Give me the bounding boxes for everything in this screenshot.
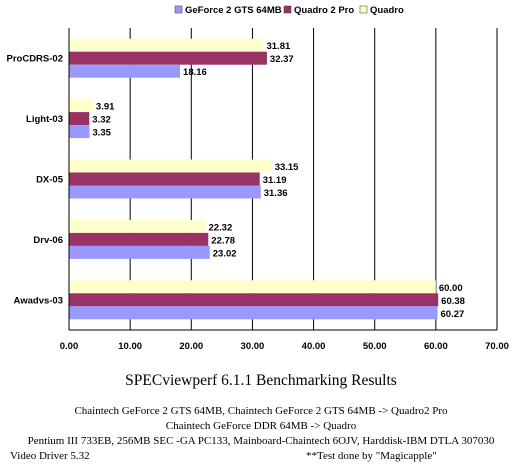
x-tick-label: 40.00 <box>302 341 326 352</box>
bar <box>69 172 260 186</box>
bar-value-label: 32.37 <box>270 54 294 65</box>
bar <box>69 99 93 113</box>
bar-value-label: 60.38 <box>441 296 465 307</box>
category-label: ProCDRS-02 <box>7 54 64 65</box>
x-tick-label: 20.00 <box>179 341 203 352</box>
bar-value-label: 22.32 <box>208 222 232 233</box>
legend-label: GeForce 2 GTS 64MB <box>185 5 282 16</box>
bar <box>69 112 90 126</box>
caption-line-cards: Chaintech GeForce 2 GTS 64MB, Chaintech … <box>74 405 448 417</box>
legend-swatch <box>359 5 368 14</box>
bar <box>69 64 181 78</box>
chart-caption-title: SPECviewperf 6.1.1 Benchmarking Results <box>125 372 397 389</box>
category-label: Light-03 <box>26 114 63 125</box>
bar <box>69 159 272 173</box>
bar-value-label: 31.36 <box>264 188 288 199</box>
x-tick-label: 50.00 <box>363 341 387 352</box>
bar <box>69 185 261 199</box>
bar <box>69 245 210 259</box>
x-tick-label: 60.00 <box>424 341 448 352</box>
bar-value-label: 3.91 <box>96 102 115 113</box>
bar <box>69 232 209 246</box>
legend-label: Quadro <box>370 5 404 16</box>
category-label: Awadvs-03 <box>14 295 63 306</box>
x-tick-label: 0.00 <box>60 341 79 352</box>
bar-value-label: 3.35 <box>92 128 111 139</box>
legend-swatch <box>283 5 292 14</box>
bar-value-label: 18.16 <box>183 67 207 78</box>
bar-value-label: 23.02 <box>213 248 237 259</box>
bar-value-label: 31.19 <box>263 175 287 186</box>
caption-line-driver: Video Driver 5.32 <box>10 450 90 462</box>
caption-line-ddr: Chaintech GeForce DDR 64MB -> Quadro <box>165 420 357 432</box>
legend-swatch <box>174 5 183 14</box>
x-tick-label: 30.00 <box>241 341 265 352</box>
bar-value-label: 60.00 <box>439 283 463 294</box>
bar <box>69 306 438 320</box>
bar <box>69 125 90 139</box>
benchmark-chart: 0.00 10.00 20.00 30.00 40.00 50.00 60.00 70.00 3… <box>7 5 509 352</box>
bar-value-label: 31.81 <box>266 41 290 52</box>
bar <box>69 280 436 294</box>
bar <box>69 219 206 233</box>
bar-value-label: 33.15 <box>275 162 299 173</box>
category-label: DX-05 <box>36 175 64 186</box>
caption-line-system: Pentium III 733EB, 256MB SEC -GA PC133, … <box>27 435 495 447</box>
x-tick-label: 10.00 <box>118 341 142 352</box>
bar <box>69 38 264 52</box>
bar-value-label: 60.27 <box>441 309 465 320</box>
bar-value-label: 3.32 <box>92 115 111 126</box>
bar <box>69 51 267 65</box>
legend-label: Quadro 2 Pro <box>294 5 354 16</box>
category-label: Drv-06 <box>33 235 63 246</box>
bar <box>69 293 439 307</box>
bar-value-label: 22.78 <box>211 235 235 246</box>
caption-line-credit: **Test done by "Magicapple" <box>306 450 437 462</box>
x-tick-label: 70.00 <box>485 341 509 352</box>
